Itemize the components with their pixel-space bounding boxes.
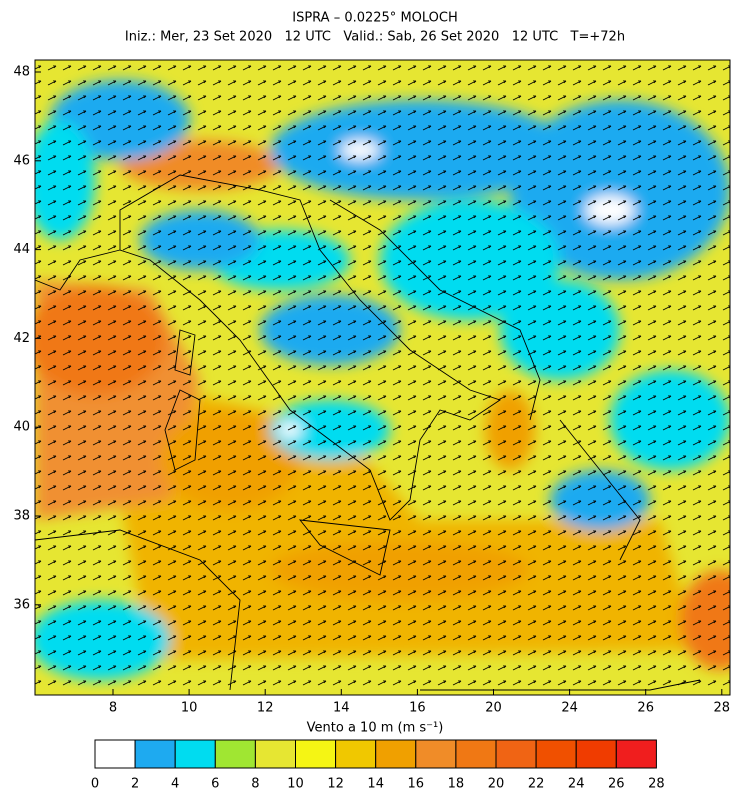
colorbar-box <box>295 739 337 769</box>
lat-label: 36 <box>13 597 30 612</box>
colorbar-box <box>575 739 617 769</box>
colorbar-box <box>254 739 296 769</box>
colorbar-tick-label: 12 <box>327 777 344 792</box>
colorbar-label: Vento a 10 m (m s⁻¹) <box>307 721 444 736</box>
colorbar-box <box>174 739 216 769</box>
lon-label: 12 <box>257 701 274 716</box>
colorbar-box <box>214 739 256 769</box>
colorbar-tick-label: 2 <box>131 777 139 792</box>
colorbar-tick-label: 18 <box>448 777 465 792</box>
lon-label: 28 <box>714 701 731 716</box>
colorbar-box <box>94 739 136 769</box>
lon-label: 20 <box>485 701 502 716</box>
colorbar-tick-label: 8 <box>251 777 259 792</box>
colorbar-box <box>134 739 176 769</box>
lon-label: 16 <box>409 701 426 716</box>
colorbar-box <box>615 739 657 769</box>
colorbar-box <box>375 739 417 769</box>
lon-label: 8 <box>109 701 117 716</box>
lon-label: 14 <box>333 701 350 716</box>
colorbar-tick-label: 28 <box>648 777 665 792</box>
title: ISPRA – 0.0225° MOLOCH <box>292 11 458 26</box>
colorbar-tick-label: 10 <box>287 777 304 792</box>
colorbar-tick-label: 26 <box>608 777 625 792</box>
colorbar-tick-label: 0 <box>91 777 99 792</box>
lat-label: 46 <box>13 153 30 168</box>
colorbar-tick-label: 20 <box>488 777 505 792</box>
colorbar-tick-label: 6 <box>211 777 219 792</box>
lon-label: 10 <box>181 701 198 716</box>
lon-label: 26 <box>637 701 654 716</box>
lon-label: 24 <box>561 701 578 716</box>
colorbar-tick-label: 16 <box>408 777 425 792</box>
subtitle: Iniz.: Mer, 23 Set 2020 12 UTC Valid.: S… <box>125 30 625 45</box>
lat-label: 38 <box>13 509 30 524</box>
lat-label: 42 <box>13 331 30 346</box>
colorbar-tick-label: 24 <box>568 777 585 792</box>
colorbar-box <box>535 739 577 769</box>
colorbar-tick-label: 14 <box>367 777 384 792</box>
colorbar-tick-label: 4 <box>171 777 179 792</box>
colorbar-box <box>415 739 457 769</box>
colorbar-box <box>495 739 537 769</box>
lat-label: 48 <box>13 65 30 80</box>
colorbar-tick-label: 22 <box>528 777 545 792</box>
map-frame <box>34 59 731 696</box>
colorbar-box <box>335 739 377 769</box>
colorbar-box <box>455 739 497 769</box>
wind-field <box>35 60 730 695</box>
lat-label: 44 <box>13 242 30 257</box>
lat-label: 40 <box>13 420 30 435</box>
